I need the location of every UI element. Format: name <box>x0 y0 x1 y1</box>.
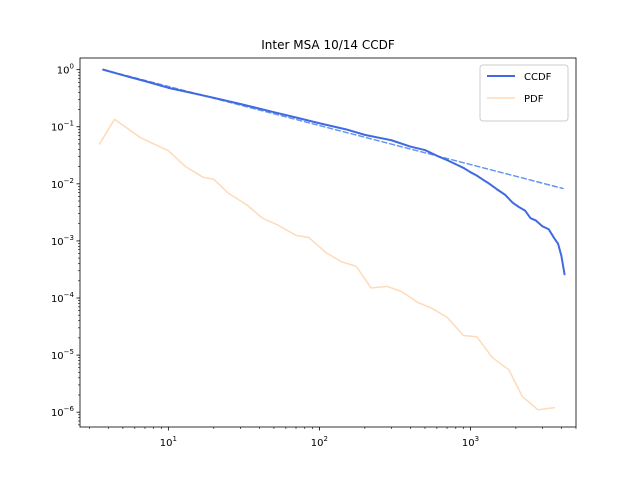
y-tick-label: 10−3 <box>51 234 74 248</box>
y-tick-label-base: 10 <box>51 237 64 248</box>
chart-title: Inter MSA 10/14 CCDF <box>261 38 395 52</box>
plot-frame <box>79 57 577 428</box>
x-tick-label: 103 <box>462 435 479 449</box>
x-tick-label-exponent: 1 <box>172 435 176 443</box>
y-tick-label-exponent: −6 <box>64 405 75 413</box>
x-tick-label-exponent: 3 <box>475 435 479 443</box>
x-tick-label-base: 10 <box>311 438 324 449</box>
x-tick-label: 102 <box>311 435 328 449</box>
y-tick-label: 10−2 <box>51 177 74 191</box>
y-tick-label-base: 10 <box>51 123 64 134</box>
y-tick-label: 10−6 <box>51 405 75 419</box>
x-tick-label-base: 10 <box>160 438 173 449</box>
series-line-pdf <box>98 118 556 411</box>
y-tick-label: 10−1 <box>51 120 74 134</box>
x-tick-label-exponent: 2 <box>324 435 328 443</box>
y-tick-label: 10−4 <box>51 291 75 305</box>
legend-label-pdf: PDF <box>524 94 544 105</box>
y-tick-label-exponent: 0 <box>70 63 74 71</box>
series-line-power-law-fit <box>102 68 564 190</box>
legend: CCDF PDF <box>479 64 569 122</box>
y-tick-label-base: 10 <box>51 294 64 305</box>
y-tick-label: 10−5 <box>51 348 74 362</box>
x-tick-label-base: 10 <box>462 438 475 449</box>
y-tick-label-exponent: −1 <box>64 120 74 128</box>
series-line-ccdf <box>102 68 566 276</box>
legend-box <box>479 64 569 122</box>
y-tick-label-base: 10 <box>51 351 64 362</box>
y-tick-label-base: 10 <box>51 180 64 191</box>
legend-label-ccdf: CCDF <box>524 72 552 83</box>
y-tick-label-exponent: −4 <box>64 291 75 299</box>
y-tick-label-base: 10 <box>57 66 70 77</box>
x-tick-label: 101 <box>160 435 177 449</box>
y-tick-label: 100 <box>57 63 74 77</box>
y-tick-label-exponent: −3 <box>64 234 74 242</box>
y-tick-label-exponent: −2 <box>64 177 74 185</box>
series-layer <box>98 68 566 411</box>
y-tick-label-base: 10 <box>51 408 64 419</box>
y-tick-label-exponent: −5 <box>64 348 74 356</box>
